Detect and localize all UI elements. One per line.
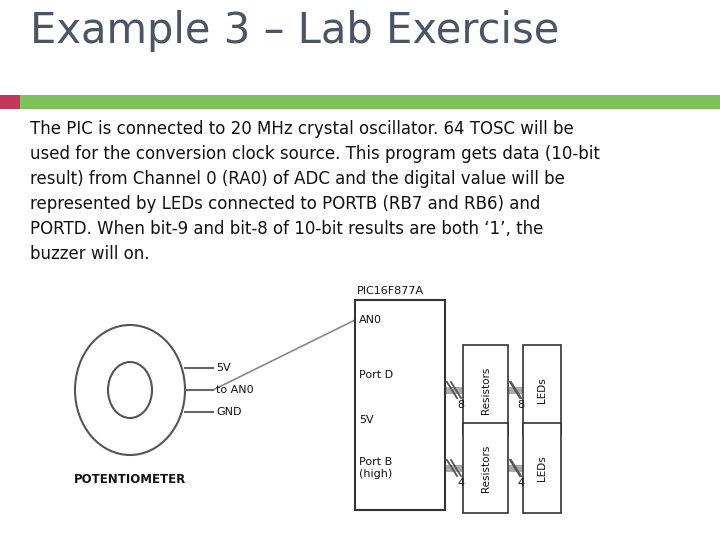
Bar bbox=[523, 345, 561, 435]
Bar bbox=[20, 95, 720, 109]
Text: POTENTIOMETER: POTENTIOMETER bbox=[74, 473, 186, 486]
Text: 5V: 5V bbox=[216, 363, 230, 373]
Text: LEDs: LEDs bbox=[537, 455, 547, 481]
Bar bbox=[463, 423, 508, 513]
Text: to AN0: to AN0 bbox=[216, 385, 253, 395]
Text: 4: 4 bbox=[457, 478, 464, 488]
Text: Port B
(high): Port B (high) bbox=[359, 457, 392, 479]
Bar bbox=[463, 345, 508, 435]
Ellipse shape bbox=[75, 325, 185, 455]
Ellipse shape bbox=[108, 362, 152, 418]
Text: GND: GND bbox=[216, 407, 241, 417]
Text: 8: 8 bbox=[457, 400, 464, 410]
Text: AN0: AN0 bbox=[359, 315, 382, 325]
Text: Resistors: Resistors bbox=[480, 366, 490, 414]
Bar bbox=[0, 95, 20, 109]
Text: LEDs: LEDs bbox=[537, 377, 547, 403]
Bar bbox=[523, 423, 561, 513]
Text: PIC16F877A: PIC16F877A bbox=[357, 286, 424, 296]
Text: Resistors: Resistors bbox=[480, 444, 490, 492]
Text: Port D: Port D bbox=[359, 370, 393, 380]
Bar bbox=[355, 300, 445, 510]
Text: The PIC is connected to 20 MHz crystal oscillator. 64 TOSC will be
used for the : The PIC is connected to 20 MHz crystal o… bbox=[30, 120, 600, 263]
Text: 8: 8 bbox=[518, 400, 525, 410]
Text: 4: 4 bbox=[518, 478, 525, 488]
Text: 5V: 5V bbox=[359, 415, 374, 425]
Text: Example 3 – Lab Exercise: Example 3 – Lab Exercise bbox=[30, 10, 559, 52]
